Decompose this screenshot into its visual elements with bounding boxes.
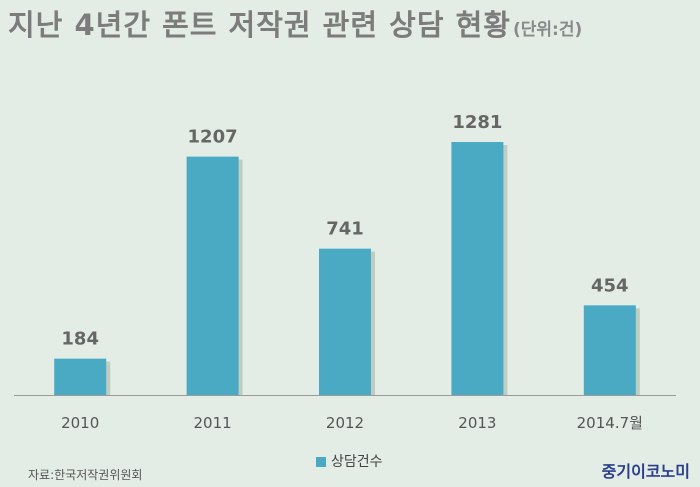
- chart-title-group: 지난 4년간 폰트 저작권 관련 상담 현황 (단위:건): [8, 2, 582, 44]
- bar-2011: [186, 156, 239, 395]
- x-tick-label: 2011: [194, 414, 232, 432]
- bar-2012: [319, 248, 371, 395]
- bar-2010: [54, 358, 107, 395]
- data-label: 1281: [452, 112, 502, 133]
- legend-swatch: [316, 457, 326, 467]
- publisher-logo: 중기이코노미: [601, 462, 690, 481]
- source-note: 자료:한국저작권위원회: [28, 468, 143, 482]
- x-tick-label: 2014.7월: [577, 414, 643, 432]
- bar-2014.7월: [583, 305, 636, 395]
- data-label: 454: [591, 275, 629, 296]
- legend: 상담건수: [316, 451, 383, 471]
- data-label: 1207: [188, 127, 238, 148]
- chart-title: 지난 4년간 폰트 저작권 관련 상담 현황: [8, 8, 511, 42]
- x-tick-label: 2013: [458, 414, 496, 432]
- legend-label: 상담건수: [331, 454, 383, 470]
- chart-unit: (단위:건): [512, 20, 583, 40]
- data-label: 741: [326, 219, 364, 240]
- bar-2013: [451, 142, 504, 395]
- x-tick-label: 2012: [326, 414, 364, 432]
- data-label: 184: [61, 329, 99, 350]
- x-tick-label: 2010: [61, 414, 99, 432]
